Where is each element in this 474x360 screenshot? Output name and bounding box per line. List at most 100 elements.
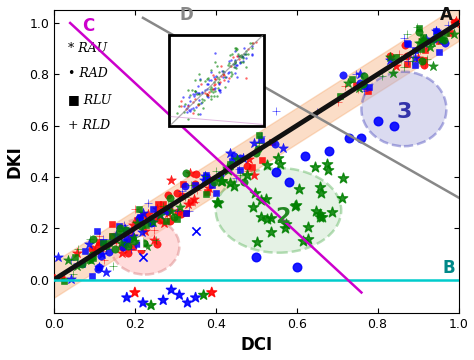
Text: 3: 3 bbox=[396, 102, 411, 122]
Point bbox=[105, 240, 113, 246]
Point bbox=[164, 202, 172, 208]
Point bbox=[162, 219, 169, 224]
Point bbox=[419, 34, 427, 40]
Point bbox=[227, 69, 235, 75]
Point bbox=[147, 302, 155, 308]
Point bbox=[73, 263, 81, 269]
Point bbox=[241, 51, 248, 57]
Point bbox=[192, 90, 200, 95]
Point bbox=[118, 250, 126, 256]
Point bbox=[140, 240, 148, 246]
Point bbox=[184, 87, 192, 93]
Point bbox=[199, 90, 206, 96]
Point bbox=[191, 96, 199, 102]
Point bbox=[227, 161, 234, 167]
Point bbox=[378, 73, 386, 79]
Point bbox=[161, 207, 168, 212]
Point bbox=[242, 64, 250, 70]
Point bbox=[421, 39, 428, 45]
Point bbox=[255, 140, 263, 146]
Point bbox=[435, 31, 442, 36]
Point bbox=[436, 35, 443, 40]
Point bbox=[79, 261, 86, 266]
Point bbox=[210, 74, 218, 80]
Point bbox=[131, 219, 139, 225]
Point bbox=[244, 163, 251, 169]
Point bbox=[194, 111, 202, 117]
Point bbox=[216, 69, 223, 75]
Point bbox=[99, 239, 107, 245]
Point bbox=[159, 203, 167, 209]
Point bbox=[438, 37, 446, 43]
Point bbox=[189, 91, 197, 96]
Point bbox=[168, 177, 175, 183]
Point bbox=[201, 87, 209, 93]
Point bbox=[318, 190, 325, 196]
Point bbox=[232, 65, 239, 71]
Point bbox=[228, 57, 235, 63]
Point bbox=[404, 58, 411, 64]
Point bbox=[263, 216, 271, 222]
Point bbox=[232, 62, 240, 68]
Point bbox=[150, 228, 158, 233]
Point bbox=[201, 97, 208, 103]
Point bbox=[451, 20, 458, 26]
Point bbox=[252, 190, 259, 196]
Point bbox=[226, 180, 234, 186]
Point bbox=[89, 252, 96, 258]
Point bbox=[189, 99, 196, 104]
Point bbox=[95, 265, 103, 270]
Point bbox=[182, 194, 189, 199]
Text: C: C bbox=[82, 17, 94, 35]
Point bbox=[212, 59, 219, 64]
Point bbox=[81, 249, 89, 255]
Point bbox=[191, 88, 199, 94]
Point bbox=[102, 244, 109, 249]
Point bbox=[195, 90, 202, 96]
Point bbox=[416, 25, 423, 31]
Point bbox=[129, 222, 137, 228]
Point bbox=[175, 103, 182, 109]
Point bbox=[215, 80, 223, 86]
Point bbox=[55, 254, 62, 260]
Point bbox=[242, 51, 249, 57]
Point bbox=[190, 111, 197, 116]
Point bbox=[147, 220, 155, 225]
Point bbox=[202, 191, 210, 197]
Point bbox=[192, 295, 200, 301]
Point bbox=[156, 211, 164, 216]
Point bbox=[192, 171, 200, 177]
Point bbox=[191, 77, 199, 83]
Point bbox=[216, 89, 224, 95]
Point bbox=[193, 91, 201, 96]
Point bbox=[118, 244, 126, 250]
Point bbox=[440, 37, 447, 43]
Point bbox=[257, 214, 265, 220]
Point bbox=[208, 86, 216, 91]
Point bbox=[154, 242, 161, 247]
Point bbox=[144, 211, 152, 216]
Point bbox=[173, 190, 181, 195]
Point bbox=[130, 225, 138, 231]
Point bbox=[225, 75, 233, 81]
Point bbox=[227, 63, 234, 69]
Point bbox=[183, 109, 191, 115]
Point bbox=[237, 172, 244, 177]
Point bbox=[317, 211, 324, 217]
Point bbox=[185, 107, 193, 112]
Point bbox=[365, 84, 372, 90]
Point bbox=[143, 243, 151, 249]
Point bbox=[190, 107, 198, 113]
Point bbox=[205, 81, 212, 87]
Point bbox=[146, 217, 154, 223]
Point bbox=[100, 257, 108, 263]
Point bbox=[103, 243, 110, 249]
Point bbox=[211, 88, 219, 94]
Point bbox=[202, 172, 210, 177]
Point bbox=[208, 89, 215, 94]
Point bbox=[421, 61, 429, 67]
Point bbox=[191, 183, 199, 188]
Point bbox=[231, 48, 239, 54]
Point bbox=[250, 172, 257, 178]
Text: 1: 1 bbox=[135, 236, 147, 254]
